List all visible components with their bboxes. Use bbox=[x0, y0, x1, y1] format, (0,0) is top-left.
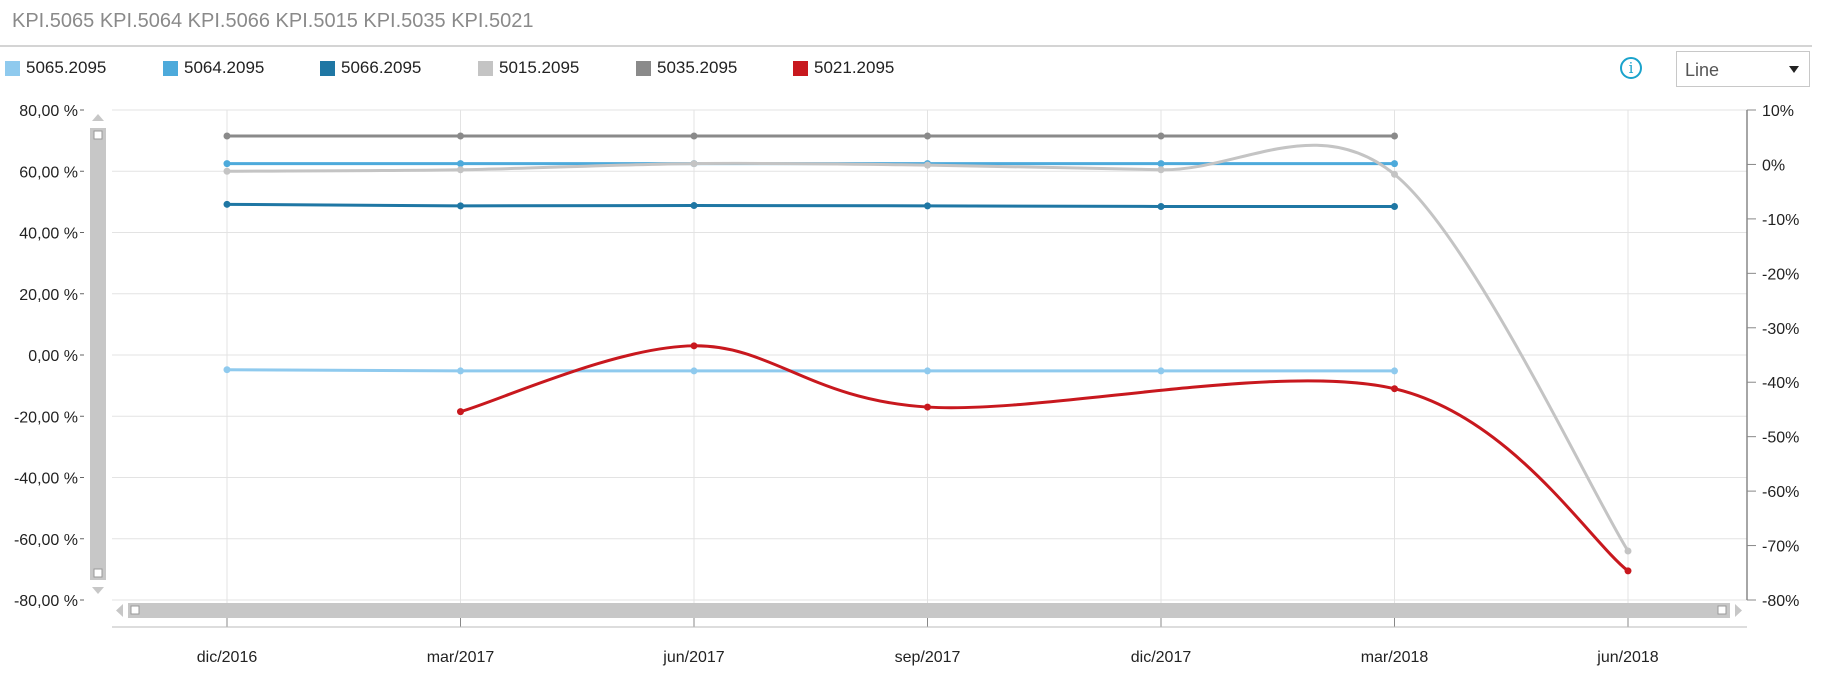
data-point-5021-2095 bbox=[1391, 385, 1398, 393]
x-axis-tick-label: sep/2017 bbox=[895, 649, 961, 666]
right-axis-tick-label: 10% bbox=[1762, 103, 1794, 120]
vertical-scroll-handle-top[interactable] bbox=[93, 130, 103, 140]
data-point-5065-2095 bbox=[1391, 367, 1398, 375]
legend-label: 5021.2095 bbox=[814, 58, 895, 77]
scroll-up-arrow-icon[interactable] bbox=[92, 114, 104, 121]
chart-type-select[interactable]: Line bbox=[1676, 51, 1810, 87]
data-point-5015-2095 bbox=[1391, 170, 1398, 178]
left-axis-tick-label: 20,00 % bbox=[19, 287, 78, 304]
legend-item-5064-2095[interactable]: 5064.2095 bbox=[163, 58, 264, 78]
data-point-5065-2095 bbox=[690, 367, 698, 375]
left-axis-tick-label: 80,00 % bbox=[19, 103, 78, 120]
scroll-right-arrow-icon[interactable] bbox=[1735, 604, 1742, 617]
legend-item-5065-2095[interactable]: 5065.2095 bbox=[5, 58, 106, 78]
legend-item-5015-2095[interactable]: 5015.2095 bbox=[478, 58, 579, 78]
series-line-5066-2095 bbox=[226, 202, 1395, 208]
legend-swatch bbox=[163, 60, 178, 76]
right-axis-tick-label: -40% bbox=[1762, 375, 1799, 392]
legend-label: 5066.2095 bbox=[341, 58, 422, 77]
data-point-5035-2095 bbox=[223, 132, 231, 140]
info-icon[interactable]: i bbox=[1620, 57, 1642, 79]
right-axis-tick-label: -60% bbox=[1762, 484, 1799, 501]
vertical-scroll-handle-bottom[interactable] bbox=[93, 568, 103, 578]
data-point-5064-2095 bbox=[223, 160, 231, 168]
x-axis-tick-label: dic/2016 bbox=[197, 649, 258, 666]
legend-swatch bbox=[5, 60, 20, 76]
page-title: KPI.5065 KPI.5064 KPI.5066 KPI.5015 KPI.… bbox=[12, 10, 534, 32]
data-point-5035-2095 bbox=[1157, 132, 1165, 140]
legend-item-5066-2095[interactable]: 5066.2095 bbox=[320, 58, 421, 78]
data-point-5035-2095 bbox=[690, 132, 698, 140]
left-axis-tick-label: 40,00 % bbox=[19, 226, 78, 243]
legend-swatch bbox=[636, 60, 651, 76]
horizontal-scroll-handle-left[interactable] bbox=[130, 605, 140, 615]
left-axis-tick-label: 60,00 % bbox=[19, 164, 78, 181]
x-axis-tick-label: mar/2018 bbox=[1361, 649, 1429, 666]
legend-label: 5064.2095 bbox=[184, 58, 265, 77]
chart-type-value: Line bbox=[1685, 60, 1720, 80]
data-point-5066-2095 bbox=[223, 200, 231, 208]
horizontal-scrollbar[interactable] bbox=[128, 603, 1730, 618]
data-point-5035-2095 bbox=[457, 132, 464, 140]
legend-label: 5015.2095 bbox=[499, 58, 580, 77]
data-point-5065-2095 bbox=[1157, 367, 1165, 375]
data-point-5015-2095 bbox=[457, 166, 464, 174]
right-axis-tick-label: -80% bbox=[1762, 593, 1799, 610]
right-axis-tick-label: -70% bbox=[1762, 539, 1799, 556]
data-point-5035-2095 bbox=[1391, 132, 1398, 140]
legend-swatch bbox=[478, 60, 493, 76]
left-axis-tick-label: -80,00 % bbox=[14, 593, 78, 610]
data-point-5035-2095 bbox=[924, 132, 931, 140]
scroll-down-arrow-icon[interactable] bbox=[92, 587, 104, 594]
chevron-down-icon bbox=[1789, 66, 1799, 73]
right-axis-tick-label: -50% bbox=[1762, 430, 1799, 447]
data-point-5066-2095 bbox=[924, 202, 931, 210]
scroll-left-arrow-icon[interactable] bbox=[116, 604, 123, 617]
data-point-5015-2095 bbox=[223, 167, 231, 175]
left-axis-tick-label: -40,00 % bbox=[14, 471, 78, 488]
data-point-5066-2095 bbox=[1157, 202, 1165, 210]
series-line-5065-2095 bbox=[226, 368, 1395, 373]
data-point-5066-2095 bbox=[457, 202, 464, 210]
legend-item-5035-2095[interactable]: 5035.2095 bbox=[636, 58, 737, 78]
data-point-5064-2095 bbox=[1157, 160, 1165, 168]
legend-swatch bbox=[320, 60, 335, 76]
right-axis-tick-label: -30% bbox=[1762, 321, 1799, 338]
data-point-5064-2095 bbox=[457, 160, 464, 168]
left-axis-tick-label: -20,00 % bbox=[14, 409, 78, 426]
data-point-5066-2095 bbox=[1391, 202, 1398, 210]
left-axis-tick-label: -60,00 % bbox=[14, 532, 78, 549]
data-point-5065-2095 bbox=[223, 366, 231, 374]
series-line-5021-2095 bbox=[460, 344, 1629, 573]
data-point-5015-2095 bbox=[1624, 547, 1632, 555]
legend-label: 5035.2095 bbox=[657, 58, 738, 77]
data-point-5021-2095 bbox=[690, 342, 698, 350]
data-point-5021-2095 bbox=[1624, 567, 1632, 575]
data-point-5015-2095 bbox=[924, 161, 931, 169]
legend-swatch bbox=[793, 60, 808, 76]
data-point-5015-2095 bbox=[1157, 166, 1165, 174]
data-point-5064-2095 bbox=[1391, 160, 1398, 168]
data-point-5021-2095 bbox=[457, 408, 464, 416]
left-axis-tick-label: 0,00 % bbox=[28, 348, 78, 365]
data-point-5015-2095 bbox=[690, 160, 698, 168]
data-point-5065-2095 bbox=[924, 367, 931, 375]
right-axis-tick-label: -20% bbox=[1762, 266, 1799, 283]
x-axis-tick-label: jun/2017 bbox=[662, 649, 724, 666]
right-axis-tick-label: -10% bbox=[1762, 212, 1799, 229]
legend-item-5021-2095[interactable]: 5021.2095 bbox=[793, 58, 894, 78]
data-point-5021-2095 bbox=[924, 403, 931, 411]
horizontal-scroll-handle-right[interactable] bbox=[1717, 605, 1727, 615]
x-axis-tick-label: mar/2017 bbox=[427, 649, 495, 666]
vertical-scrollbar[interactable] bbox=[90, 128, 106, 580]
title-divider bbox=[0, 45, 1812, 47]
x-axis-tick-label: dic/2017 bbox=[1131, 649, 1192, 666]
x-axis-tick-label: jun/2018 bbox=[1596, 649, 1658, 666]
data-point-5066-2095 bbox=[690, 202, 698, 210]
legend-label: 5065.2095 bbox=[26, 58, 107, 77]
right-axis-tick-label: 0% bbox=[1762, 157, 1785, 174]
data-point-5065-2095 bbox=[457, 367, 464, 375]
